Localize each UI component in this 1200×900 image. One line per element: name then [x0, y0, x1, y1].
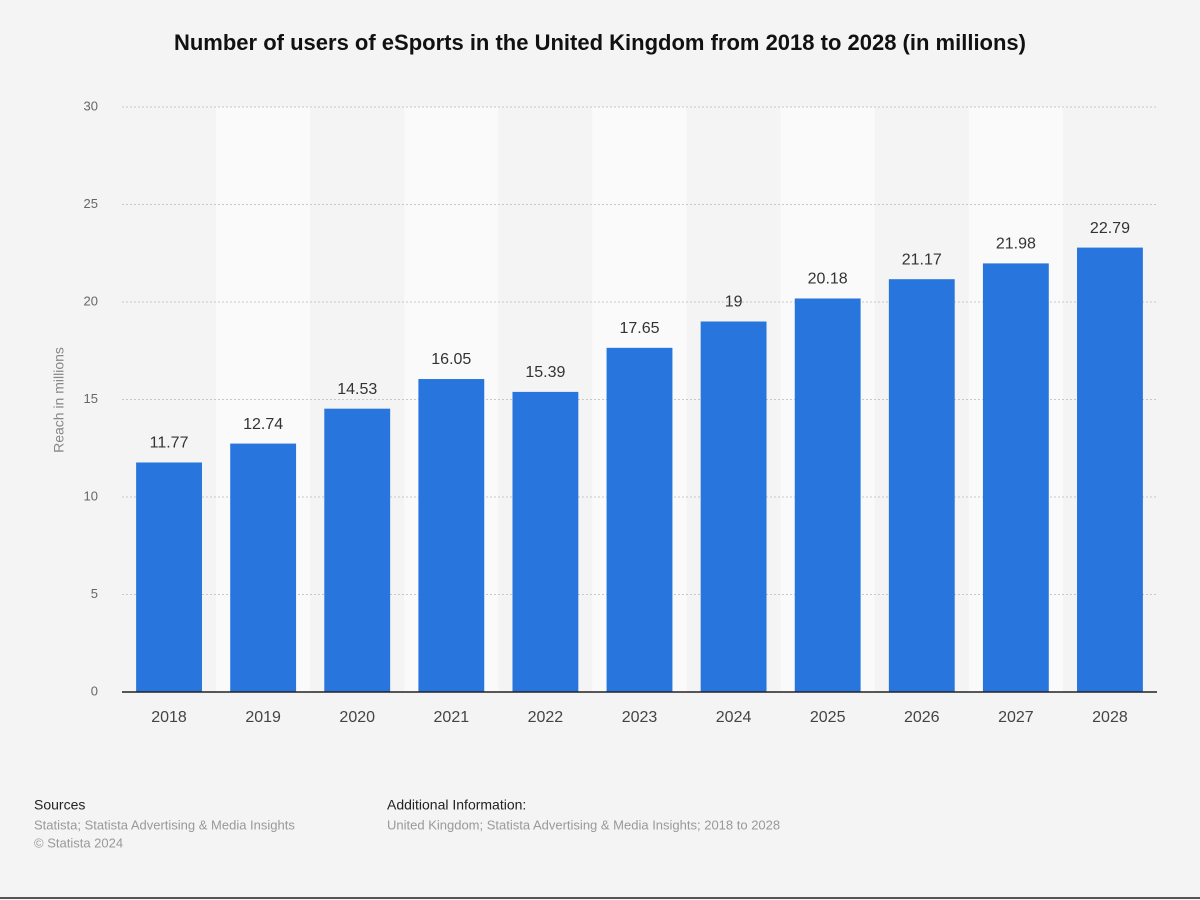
- x-tick-label: 2025: [810, 709, 846, 726]
- chart-title: Number of users of eSports in the United…: [174, 30, 1026, 55]
- y-tick-label: 0: [91, 683, 98, 698]
- value-label: 15.39: [525, 364, 565, 381]
- value-label: 19: [725, 294, 743, 311]
- y-tick-label: 25: [84, 196, 98, 211]
- bar: [700, 321, 767, 692]
- y-axis-label: Reach in millions: [51, 347, 67, 453]
- x-tick-label: 2019: [245, 709, 281, 726]
- bar: [418, 379, 485, 692]
- y-tick-label: 10: [84, 488, 98, 503]
- value-label: 22.79: [1090, 220, 1130, 237]
- bar: [1077, 247, 1143, 692]
- bar: [982, 263, 1049, 692]
- bar: [888, 279, 955, 692]
- x-tick-label: 2023: [622, 709, 658, 726]
- copyright: © Statista 2024: [34, 835, 123, 850]
- sources-title: Sources: [34, 797, 85, 813]
- value-label: 20.18: [808, 271, 848, 288]
- value-label: 21.17: [902, 251, 942, 268]
- x-tick-label: 2021: [434, 709, 470, 726]
- sources: Statista; Statista Advertising & Media I…: [34, 817, 295, 832]
- y-tick-label: 30: [84, 98, 98, 113]
- bar: [136, 462, 202, 692]
- bar: [512, 391, 579, 692]
- x-tick-label: 2026: [904, 709, 940, 726]
- value-label: 16.05: [431, 351, 471, 368]
- bar: [794, 298, 861, 692]
- y-tick-label: 20: [84, 293, 98, 308]
- bar: [606, 347, 673, 692]
- value-label: 12.74: [243, 416, 283, 433]
- x-tick-label: 2022: [528, 709, 564, 726]
- bar: [324, 408, 391, 692]
- x-tick-label: 2020: [339, 709, 375, 726]
- x-tick-label: 2018: [151, 709, 187, 726]
- x-tick-label: 2027: [998, 709, 1034, 726]
- value-label: 17.65: [619, 320, 659, 337]
- y-tick-label: 5: [91, 586, 98, 601]
- x-tick-label: 2028: [1092, 709, 1128, 726]
- y-tick-label: 15: [84, 391, 98, 406]
- bar: [230, 443, 297, 692]
- info: United Kingdom; Statista Advertising & M…: [387, 817, 780, 832]
- x-tick-label: 2024: [716, 709, 752, 726]
- value-label: 14.53: [337, 381, 377, 398]
- value-label: 21.98: [996, 236, 1036, 253]
- value-label: 11.77: [150, 435, 189, 452]
- info-title: Additional Information:: [387, 797, 526, 813]
